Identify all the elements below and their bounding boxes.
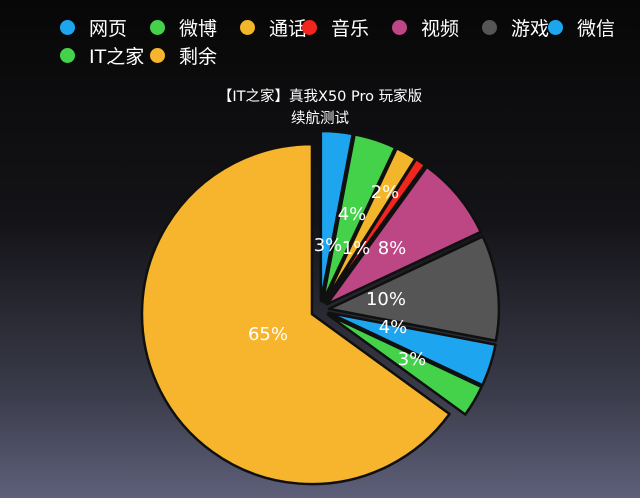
slice-data-label: 1% bbox=[342, 238, 371, 259]
legend-label: 微博 bbox=[179, 18, 218, 40]
chart-title-line-2: 续航测试 bbox=[291, 111, 349, 127]
legend-label: 通话 bbox=[269, 18, 308, 40]
chart-legend: 网页 微博 通话 音乐 视频 游戏 微信 IT之家 剩余 bbox=[0, 0, 640, 80]
slice-data-label: 3% bbox=[314, 235, 343, 256]
legend-swatch bbox=[482, 20, 497, 35]
slice-data-label: 2% bbox=[371, 182, 400, 203]
legend-swatch bbox=[240, 20, 255, 35]
legend-item: 微博 bbox=[150, 14, 217, 41]
pie-slice bbox=[321, 133, 397, 303]
legend-item: 剩余 bbox=[150, 42, 217, 69]
legend-label: 游戏 bbox=[511, 18, 550, 40]
legend-item: 微信 bbox=[548, 14, 615, 41]
legend-swatch bbox=[60, 20, 75, 35]
pie-slice bbox=[325, 165, 483, 306]
legend-label: 视频 bbox=[421, 18, 460, 40]
pie-slice bbox=[326, 313, 483, 416]
slice-data-label: 4% bbox=[379, 317, 408, 338]
pie-slice bbox=[327, 311, 497, 387]
legend-swatch bbox=[150, 48, 165, 63]
slice-data-label: 10% bbox=[366, 289, 406, 310]
chart-title-line-1: 【IT之家】真我X50 Pro 玩家版 bbox=[217, 89, 423, 105]
legend-item: 游戏 bbox=[482, 14, 549, 41]
legend-label: 音乐 bbox=[331, 18, 370, 40]
legend-swatch bbox=[150, 20, 165, 35]
legend-item: 视频 bbox=[392, 14, 459, 41]
legend-label: 剩余 bbox=[179, 46, 218, 68]
slice-data-label: 8% bbox=[378, 238, 407, 259]
legend-item: IT之家 bbox=[60, 42, 144, 69]
slice-data-label: 4% bbox=[338, 204, 367, 225]
pie-slice bbox=[319, 129, 354, 303]
pie-slice bbox=[140, 142, 451, 486]
pie-slice bbox=[327, 235, 501, 342]
pie-slice bbox=[323, 157, 427, 304]
legend-label: IT之家 bbox=[89, 46, 145, 68]
slice-data-label: 65% bbox=[248, 324, 288, 345]
legend-swatch bbox=[302, 20, 317, 35]
legend-item: 通话 bbox=[240, 14, 307, 41]
legend-item: 网页 bbox=[60, 14, 127, 41]
chart-title: 【IT之家】真我X50 Pro 玩家版 续航测试 bbox=[170, 86, 470, 130]
slice-data-label: 3% bbox=[398, 349, 427, 370]
legend-swatch bbox=[392, 20, 407, 35]
legend-label: 微信 bbox=[577, 18, 616, 40]
legend-label: 网页 bbox=[89, 18, 128, 40]
legend-swatch bbox=[60, 48, 75, 63]
legend-item: 音乐 bbox=[302, 14, 369, 41]
legend-swatch bbox=[548, 20, 563, 35]
